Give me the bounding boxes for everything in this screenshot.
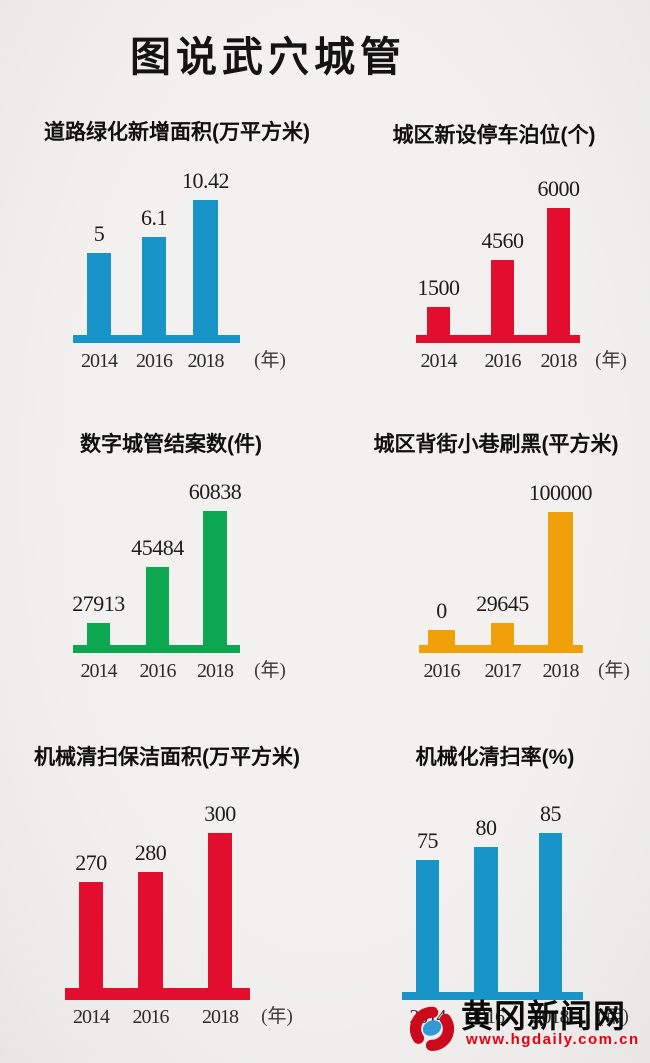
bar — [208, 833, 232, 988]
value-label: 5 — [93, 221, 105, 246]
value-label: 6000 — [537, 176, 581, 201]
unit-label: (年) — [254, 350, 286, 371]
bar — [87, 253, 111, 335]
value-label: 29645 — [476, 591, 529, 616]
bar — [193, 200, 218, 335]
chart-title: 城区新设停车泊位(个) — [392, 124, 596, 147]
bar — [428, 630, 455, 645]
bar — [138, 872, 163, 988]
bar — [416, 860, 439, 992]
value-label: 27913 — [72, 591, 125, 616]
bar — [539, 833, 562, 992]
unit-label: (年) — [597, 1006, 629, 1027]
hgdaily-logo-icon — [409, 1006, 455, 1051]
value-label: 10.42 — [182, 168, 230, 193]
year-label: 2018 — [540, 350, 578, 372]
bar — [491, 623, 514, 645]
year-label: 2018 — [187, 350, 225, 372]
value-label: 75 — [417, 828, 439, 853]
x-axis — [416, 335, 580, 343]
bar — [474, 847, 498, 992]
chart-title: 数字城管结案数(件) — [80, 433, 262, 456]
x-axis — [65, 988, 250, 1000]
year-label: 2018 — [532, 1006, 570, 1028]
x-axis — [73, 645, 240, 653]
value-label: 0 — [436, 598, 447, 623]
page-title: 图说武穴城管 — [130, 34, 406, 80]
watermark-text: 黄冈新闻网 www.hgdaily.com.cn — [461, 997, 640, 1047]
bar — [146, 567, 169, 645]
value-label: 85 — [540, 801, 562, 826]
unit-label: (年) — [598, 660, 630, 681]
watermark-site-url: www.hgdaily.com.cn — [466, 1031, 640, 1048]
unit-label: (年) — [261, 1006, 293, 1027]
chart-title: 城区背街小巷刷黑(平方米) — [373, 433, 619, 456]
year-label: 2016 — [132, 1006, 170, 1028]
value-label: 45484 — [131, 535, 184, 560]
year-label: 2016 — [423, 660, 461, 682]
year-label: 2016 — [468, 1006, 505, 1028]
year-label: 2016 — [139, 660, 177, 682]
year-label: 2014 — [81, 350, 118, 372]
year-label: 2014 — [73, 1006, 110, 1028]
chart-title: 机械化清扫率(%) — [415, 746, 575, 769]
x-axis — [419, 645, 583, 653]
watermark: 黄冈新闻网 www.hgdaily.com.cn — [406, 997, 640, 1056]
value-label: 280 — [134, 840, 167, 865]
year-label: 2017 — [484, 660, 522, 682]
unit-label: (年) — [254, 660, 286, 681]
year-label: 2016 — [484, 350, 522, 372]
bar — [203, 511, 227, 645]
value-label: 60838 — [188, 479, 242, 504]
bar — [491, 260, 514, 335]
value-label: 300 — [204, 801, 236, 826]
year-label: 2018 — [202, 1006, 239, 1028]
x-axis — [402, 992, 583, 1000]
year-label: 2014 — [420, 350, 458, 372]
value-label: 270 — [75, 850, 107, 875]
value-label: 100000 — [529, 480, 593, 505]
chart-title: 道路绿化新增面积(万平方米) — [44, 121, 310, 144]
bar — [87, 623, 110, 645]
bar — [548, 512, 573, 645]
bar — [547, 208, 570, 335]
value-label: 4560 — [481, 228, 525, 253]
bar — [427, 307, 450, 335]
value-label: 1500 — [417, 275, 461, 300]
chart-title: 机械清扫保洁面积(万平方米) — [34, 746, 300, 769]
value-label: 80 — [475, 815, 498, 840]
value-label: 6.1 — [141, 205, 168, 230]
year-label: 2016 — [136, 350, 173, 372]
bar — [142, 237, 166, 335]
x-axis — [73, 335, 240, 343]
watermark-site-name: 黄冈新闻网 — [461, 998, 627, 1034]
year-label: 2018 — [542, 660, 580, 682]
year-label: 2014 — [80, 660, 118, 682]
year-label: 2018 — [197, 660, 234, 682]
bar — [79, 882, 103, 988]
unit-label: (年) — [595, 350, 627, 371]
